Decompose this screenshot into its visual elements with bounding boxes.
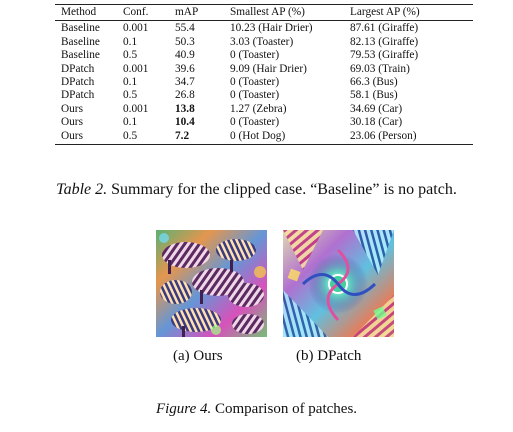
- cell-map: 13.8: [175, 102, 195, 115]
- cell-map: 50.3: [175, 35, 195, 48]
- figure-caption-label: Figure 4.: [155, 401, 212, 417]
- cell-map: 10.4: [175, 116, 195, 129]
- results-table: Method Conf. mAP Smallest AP (%) Largest…: [55, 3, 473, 146]
- patch-image-dpatch: [283, 230, 394, 337]
- cell-map: 26.8: [175, 89, 195, 102]
- cell-conf: 0.001: [123, 102, 149, 115]
- cell-conf: 0.001: [123, 22, 149, 35]
- cell-method: DPatch: [61, 62, 95, 75]
- cell-method: Baseline: [61, 49, 100, 62]
- cell-method: Ours: [61, 102, 83, 115]
- subcaption-ours: (a) Ours: [173, 348, 223, 364]
- cell-map: 34.7: [175, 76, 195, 89]
- cell-method: Baseline: [61, 35, 100, 48]
- figure-caption: Figure 4. Comparison of patches.: [0, 401, 513, 418]
- cell-smallest-ap: 0 (Toaster): [230, 116, 280, 129]
- table-row: Baseline 0.5 40.9 0 (Toaster) 79.53 (Giraffe…: [55, 49, 473, 62]
- cell-method: Ours: [55, 129, 123, 146]
- header-conf: Conf.: [123, 3, 175, 22]
- cell-largest-ap: 79.53 (Giraffe): [350, 49, 419, 62]
- cell-largest-ap: 23.06 (Person): [350, 129, 473, 146]
- cell-smallest-ap: 0 (Toaster): [230, 49, 280, 62]
- cell-largest-ap: 69.03 (Train): [350, 62, 410, 75]
- cell-method: DPatch: [61, 89, 95, 102]
- cell-map: 40.9: [175, 49, 195, 62]
- cell-largest-ap: 87.61 (Giraffe): [350, 22, 419, 35]
- cell-smallest-ap: 9.09 (Hair Drier): [230, 62, 307, 75]
- header-map: mAP: [175, 3, 230, 22]
- cell-smallest-ap: 0 (Toaster): [230, 89, 280, 102]
- cell-method: Baseline: [61, 22, 100, 35]
- cell-largest-ap: 30.18 (Car): [350, 116, 403, 129]
- table-row: DPatch 0.1 34.7 0 (Toaster) 66.3 (Bus): [55, 76, 473, 89]
- cell-smallest-ap: 1.27 (Zebra): [230, 102, 287, 115]
- table-row: DPatch 0.001 39.6 9.09 (Hair Drier) 69.03 (T…: [55, 63, 473, 76]
- patch-image-ours: [156, 230, 267, 337]
- cell-largest-ap: 66.3 (Bus): [350, 76, 398, 89]
- cell-smallest-ap: 0 (Hot Dog): [230, 129, 350, 146]
- cell-conf: 0.5: [123, 89, 138, 102]
- cell-map: 7.2: [175, 129, 230, 146]
- cell-largest-ap: 82.13 (Giraffe): [350, 35, 419, 48]
- header-largest-ap: Largest AP (%): [350, 3, 473, 22]
- cell-largest-ap: 34.69 (Car): [350, 102, 403, 115]
- table-row: DPatch 0.5 26.8 0 (Toaster) 58.1 (Bus): [55, 89, 473, 102]
- table-row: Ours 0.1 10.4 0 (Toaster) 30.18 (Car): [55, 116, 473, 129]
- cell-largest-ap: 58.1 (Bus): [350, 89, 398, 102]
- table-row: Ours 0.001 13.8 1.27 (Zebra) 34.69 (Car): [55, 103, 473, 116]
- cell-smallest-ap: 10.23 (Hair Drier): [230, 22, 313, 35]
- cell-method: DPatch: [61, 76, 95, 89]
- cell-conf: 0.1: [123, 35, 138, 48]
- cell-smallest-ap: 3.03 (Toaster): [230, 35, 294, 48]
- header-smallest-ap: Smallest AP (%): [230, 3, 350, 22]
- table-caption-text: Summary for the clipped case. “Baseline”…: [107, 181, 457, 198]
- cell-map: 55.4: [175, 22, 195, 35]
- cell-method: Ours: [61, 116, 83, 129]
- table-caption-label: Table 2.: [56, 181, 108, 198]
- cell-conf: 0.5: [123, 49, 138, 62]
- cell-conf: 0.1: [123, 76, 138, 89]
- header-method: Method: [55, 3, 123, 22]
- cell-smallest-ap: 0 (Toaster): [230, 76, 280, 89]
- cell-conf: 0.5: [123, 129, 175, 146]
- table-row: Baseline 0.001 55.4 10.23 (Hair Drier) 87.61…: [55, 21, 473, 36]
- figure-caption-text: Comparison of patches.: [211, 401, 358, 417]
- table-caption: Table 2. Summary for the clipped case. “…: [0, 181, 513, 199]
- table-header-row: Method Conf. mAP Smallest AP (%) Largest…: [55, 3, 473, 22]
- cell-conf: 0.001: [123, 62, 149, 75]
- cell-map: 39.6: [175, 62, 195, 75]
- cell-conf: 0.1: [123, 116, 138, 129]
- table-row: Ours 0.5 7.2 0 (Hot Dog) 23.06 (Person): [55, 129, 473, 146]
- subcaption-dpatch: (b) DPatch: [296, 348, 362, 364]
- table-row: Baseline 0.1 50.3 3.03 (Toaster) 82.13 (Gira…: [55, 36, 473, 49]
